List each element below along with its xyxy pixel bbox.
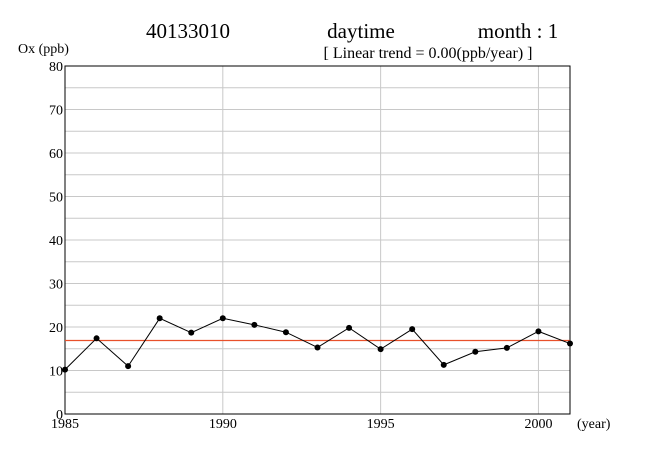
data-point	[440, 361, 447, 368]
data-point	[314, 344, 321, 351]
data-point	[472, 348, 479, 355]
month-label: month : 1	[478, 19, 559, 43]
y-tick-label: 10	[49, 365, 63, 380]
data-point	[93, 335, 100, 342]
y-tick-label: 60	[49, 147, 63, 162]
x-tick-label: 2000	[524, 417, 552, 432]
data-point	[282, 329, 289, 336]
data-point	[409, 326, 416, 333]
data-point	[188, 329, 195, 336]
y-tick-label: 30	[49, 278, 63, 293]
y-tick-labels: 0 10 20 30 40 50 60 70 80	[49, 60, 63, 423]
period-label: daytime	[327, 19, 395, 43]
data-point	[125, 363, 132, 370]
grid-lines	[65, 66, 570, 414]
trend-label: [ Linear trend = 0.00(ppb/year) ]	[324, 45, 533, 62]
x-tick-label: 1995	[367, 417, 395, 432]
x-tick-label: 1990	[209, 417, 237, 432]
y-tick-label: 50	[49, 191, 63, 206]
data-point	[156, 315, 163, 322]
plot-area	[62, 315, 573, 373]
x-tick-label: 1985	[51, 417, 79, 432]
data-point	[62, 366, 68, 373]
data-point	[503, 344, 510, 351]
data-point	[535, 328, 542, 335]
y-axis-label: Ox (ppb)	[18, 42, 69, 57]
plot-frame	[64, 65, 571, 415]
data-point	[219, 315, 226, 322]
data-point	[377, 346, 384, 353]
x-tick-labels: 1985 1990 1995 2000	[51, 417, 552, 432]
y-tick-label: 20	[49, 321, 63, 336]
x-axis-label: (year)	[577, 417, 611, 432]
station-id: 40133010	[146, 19, 230, 43]
y-tick-label: 70	[49, 104, 63, 119]
data-point	[346, 324, 353, 331]
data-point	[251, 321, 258, 328]
y-tick-label: 40	[49, 234, 63, 249]
y-tick-label: 80	[49, 60, 63, 75]
data-point	[567, 340, 573, 347]
series-line	[64, 317, 571, 370]
y-tick-label: 0	[56, 408, 63, 423]
